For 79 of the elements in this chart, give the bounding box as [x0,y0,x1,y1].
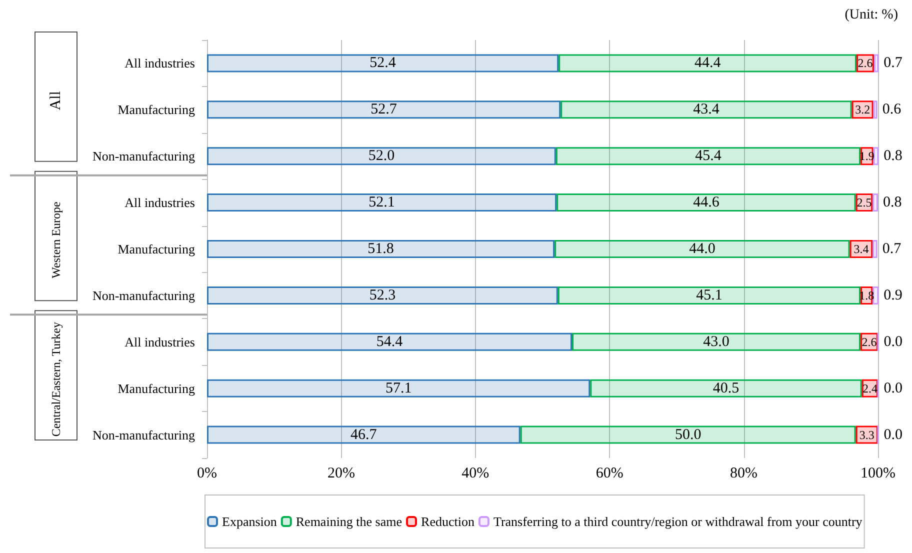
bar [520,426,856,444]
data-label: 44.6 [693,194,720,211]
data-label: 0.6 [882,102,902,118]
data-label: 44.4 [694,55,722,72]
y-tick-label: Non-manufacturing [92,288,196,303]
bar [554,240,850,258]
bar [874,54,879,72]
data-label: 52.3 [369,287,396,304]
data-label: 52.7 [370,102,398,118]
bar [873,100,878,119]
data-label: 0.0 [884,426,902,443]
bar [873,147,879,166]
bar [207,54,559,72]
y-tick-label: All industries [124,334,195,350]
data-label: 0.7 [884,55,903,72]
bar [872,240,878,258]
data-label: 40.5 [712,380,740,396]
bar [207,286,558,304]
legend-label: Expansion [222,514,278,529]
x-tick-label: 60% [596,466,624,482]
data-label: 43.4 [693,102,720,118]
legend-label: Remaining the same [296,514,402,529]
data-label: 3.4 [854,242,869,256]
x-tick-label: 100% [860,466,896,482]
data-label: 51.8 [368,241,394,257]
data-label: 3.3 [859,428,874,442]
data-label: 0.9 [884,287,902,304]
data-label: 57.1 [385,380,412,396]
y-tick-label: All industries [124,195,195,210]
data-label: 52.1 [368,194,395,211]
bar [207,240,555,258]
bar [560,100,852,119]
y-tick-label: Manufacturing [118,102,196,118]
text: (Unit: %) [844,8,898,22]
text: Central/Eastern, Turkey [49,322,63,437]
bar [872,286,879,304]
data-label: 0.8 [883,194,902,211]
data-label: 52.4 [370,55,396,72]
bar [207,332,572,351]
y-tick-label: Manufacturing [118,242,196,256]
data-label: 45.4 [695,148,722,164]
data-label: 45.1 [696,287,722,304]
x-tick-label: 0% [197,466,217,482]
bar [556,194,856,212]
data-label: 43.0 [703,334,730,350]
y-tick-label: All industries [124,56,195,71]
text: Western Europe [49,202,63,278]
y-tick-label: Manufacturing [118,380,196,396]
data-label: 0.0 [884,380,902,396]
x-tick-label: 20% [327,466,355,482]
y-tick-label: Non-manufacturing [92,148,196,164]
legend-label: Reduction [421,514,475,529]
data-label: 50.0 [674,426,702,443]
bar [572,332,861,351]
bar [558,54,857,72]
bar [207,147,556,166]
text: All [48,91,64,110]
x-tick-label: 80% [730,466,758,482]
y-tick-label: Non-manufacturing [92,427,196,442]
bar [207,379,590,398]
data-label: 2.6 [858,56,873,70]
data-label: 0.8 [884,148,902,164]
bar [590,379,862,398]
data-label: 46.7 [350,426,378,443]
bar [207,100,561,119]
data-label: 0.7 [882,241,902,257]
data-label: 0.0 [884,334,902,350]
data-label: 2.6 [862,334,877,349]
data-label: 3.2 [855,102,870,117]
bar [207,194,557,212]
bar [556,147,861,166]
bar [207,426,520,444]
data-label: 54.4 [376,334,404,350]
legend-label: Transferring to a third country/region or withdrawal from your country [493,514,863,529]
data-label: 52.0 [368,148,395,164]
x-tick-label: 40% [462,466,490,482]
bar [558,286,861,304]
data-label: 44.0 [689,241,716,257]
bar [872,194,878,212]
